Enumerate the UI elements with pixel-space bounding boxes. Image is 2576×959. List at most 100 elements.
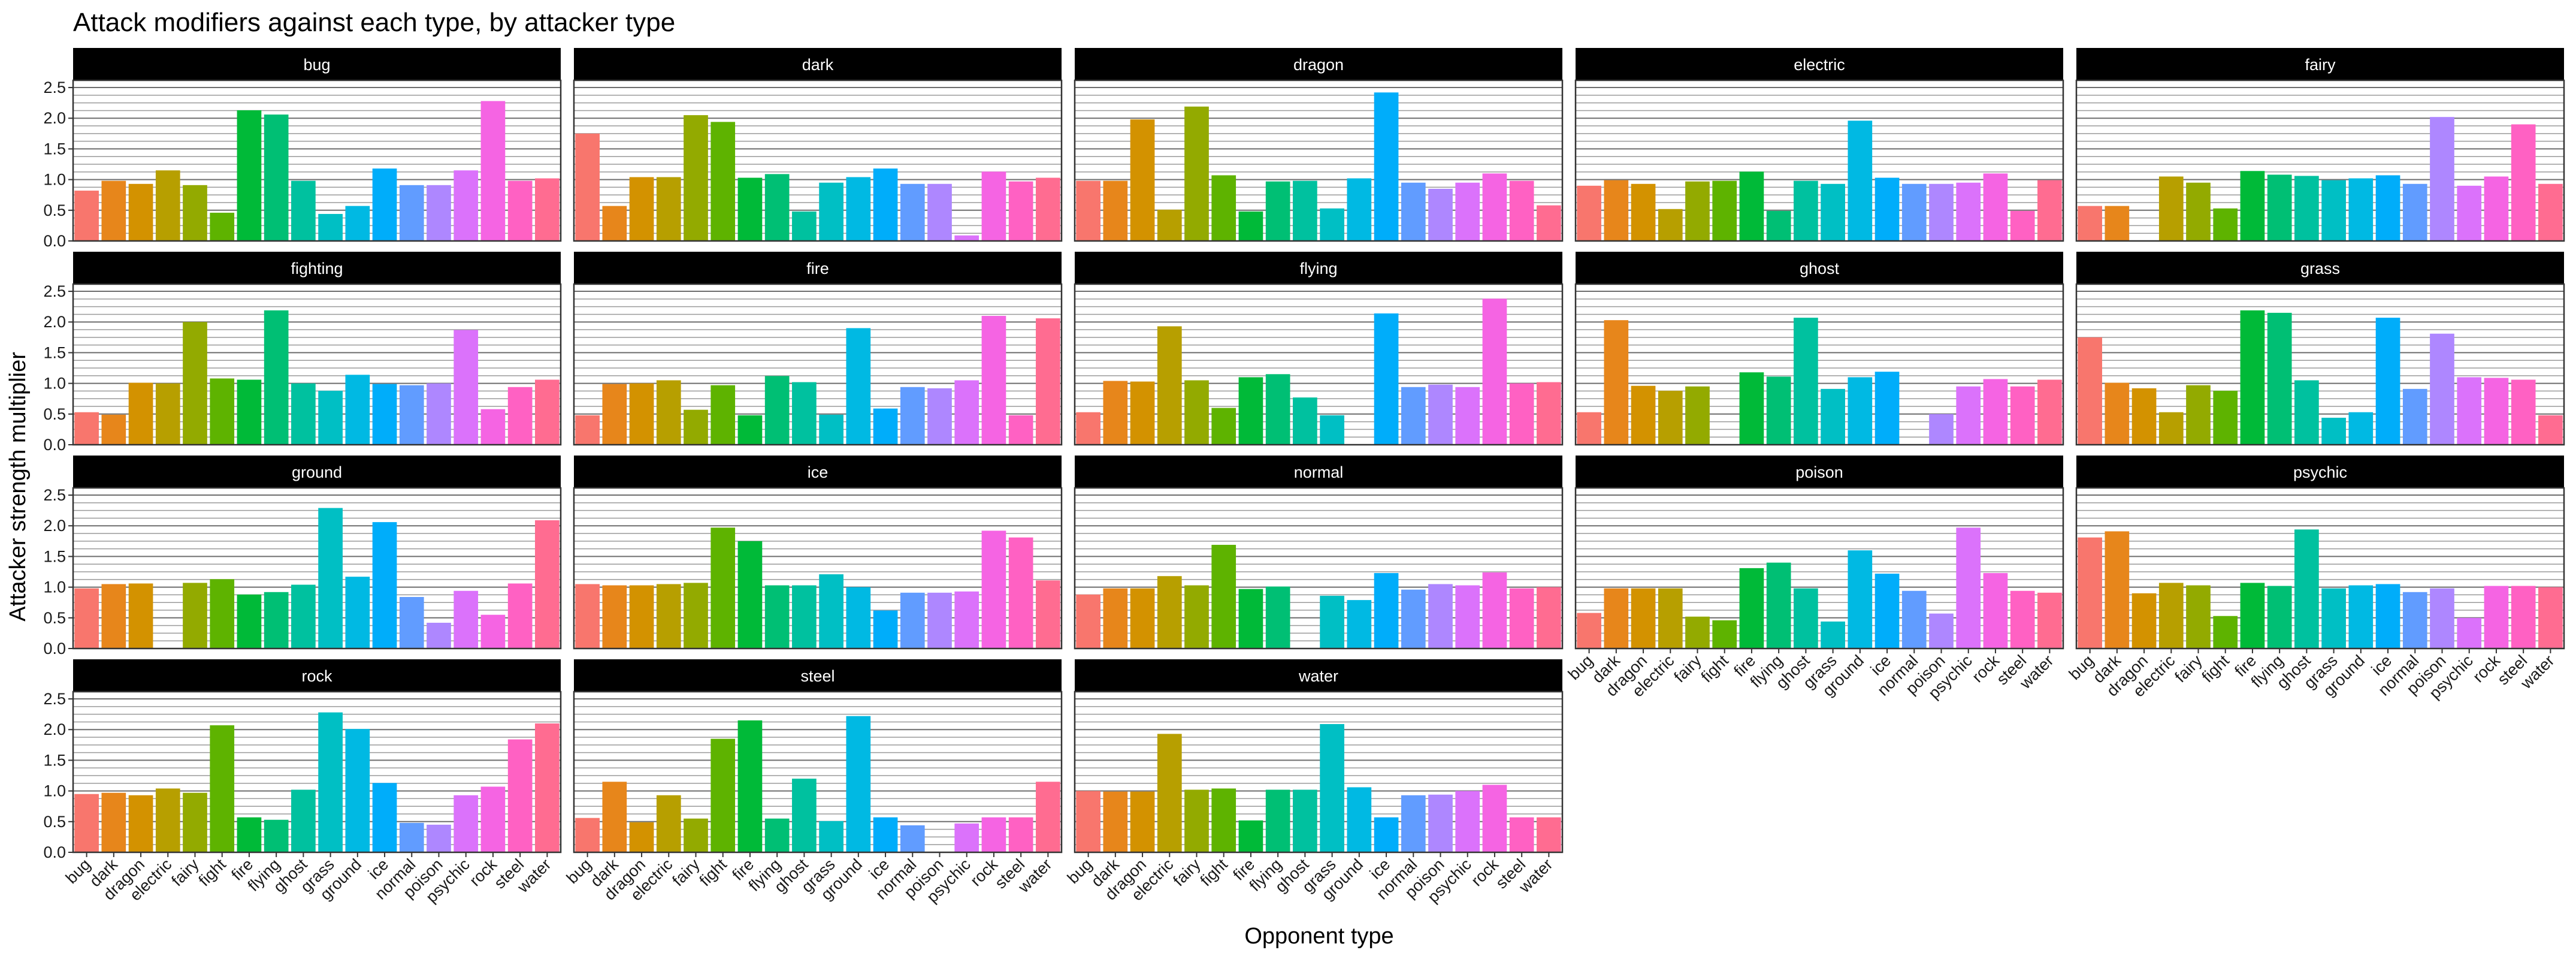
y-tick-label: 1.0 [43,171,66,189]
bar-fairy-vs-ice [2375,175,2400,241]
bar-fire-vs-grass [819,414,843,445]
bar-grass-vs-ground [2348,412,2374,445]
bar-psychic-vs-rock [2484,586,2509,649]
bar-grass-vs-electric [2158,412,2184,445]
bar-fire-vs-fairy [684,409,708,445]
bar-steel-vs-electric [656,795,681,852]
y-tick-label: 2.0 [43,109,66,127]
bar-fairy-vs-grass [2321,180,2346,241]
bar-dragon-vs-flying [1265,181,1290,241]
bar-water-vs-psychic [1455,791,1480,852]
bar-ghost-vs-ghost [1794,318,1818,445]
facet-strip-label: rock [301,667,332,685]
bar-poison-vs-fight [1712,620,1737,649]
facet-fighting: fighting 0.0 0.5 1.0 1.5 2.0 2.5 [43,252,562,454]
x-tick-label: fight [696,855,731,890]
bar-fairy-vs-steel [2511,124,2536,241]
bar-poison-vs-rock [1983,573,2008,649]
bar-flying-vs-fight [1211,408,1236,445]
panel-border [573,690,1063,854]
facet-strip [1576,48,2063,80]
bar-ice-vs-fire [737,541,763,649]
facet-strip-label: fairy [2305,56,2336,74]
facet-water: waterbugdarkdragonelectricfairyfightfire… [1064,659,1564,906]
bar-rock-vs-ice [372,783,397,852]
bar-fire-vs-ice [873,408,898,445]
bar-steel-vs-fire [737,720,763,852]
bar-fairy-vs-rock [2484,176,2509,241]
bar-water-vs-rock [1482,785,1507,852]
bar-grass-vs-ghost [2294,380,2319,445]
y-tick-label: 0.5 [43,405,66,423]
y-tick-label: 2.0 [43,720,66,738]
bar-fighting-vs-normal [399,385,424,445]
bar-fire-vs-ground [846,328,871,445]
bar-ghost-vs-fire [1739,372,1764,445]
panel-border [1574,79,2064,242]
panel-border [1074,79,1564,242]
bar-fairy-vs-fire [2240,171,2265,241]
bar-ghost-vs-dragon [1631,385,1656,445]
facet-strip-label: flying [1299,260,1337,278]
bar-poison-vs-normal [1901,590,1927,649]
bar-psychic-vs-steel [2511,586,2536,649]
bar-water-vs-ghost [1293,789,1317,852]
bar-water-vs-poison [1428,794,1453,852]
facet-strip-label: ice [808,463,829,481]
facet-psychic: psychicbugdarkdragonelectricfairyfightfi… [2066,456,2565,702]
bar-normal-vs-bug [1076,594,1100,649]
x-tick-label: bug [2066,652,2097,683]
bar-water-vs-electric [1157,734,1182,852]
bar-fighting-vs-dark [101,414,126,445]
bar-rock-vs-fight [210,725,235,852]
bar-ghost-vs-psychic [1956,386,1981,445]
bar-ground-vs-psychic [453,590,479,649]
bar-steel-vs-steel [1008,817,1033,852]
panel-border [72,690,562,854]
bar-electric-vs-fire [1739,171,1764,241]
bar-grass-vs-dark [2105,382,2130,445]
bar-ground-vs-normal [399,597,424,649]
bar-dragon-vs-normal [1401,182,1426,241]
facet-strip-label: dark [802,56,834,74]
bar-normal-vs-fight [1211,544,1236,649]
y-tick-label: 2.5 [43,486,66,504]
bar-ice-vs-fight [710,527,736,649]
bar-poison-vs-grass [1821,621,1845,649]
bar-ground-vs-fire [237,594,262,649]
bar-rock-vs-dark [101,792,126,852]
bar-grass-vs-dragon [2131,388,2157,445]
bar-flying-vs-psychic [1455,387,1480,445]
bar-poison-vs-dark [1604,588,1629,649]
bar-bug-vs-fairy [183,185,207,241]
bar-rock-vs-psychic [453,795,479,852]
x-tick-label: fight [1698,652,1733,686]
bar-electric-vs-ghost [1794,180,1818,241]
x-tick-label: fairy [1670,652,1705,686]
bar-fighting-vs-poison [427,383,451,445]
bar-psychic-vs-normal [2402,592,2427,649]
bar-fire-vs-water [1036,318,1060,445]
panel-border [72,283,562,446]
bar-poison-vs-steel [2010,590,2035,649]
bar-rock-vs-dragon [128,795,153,852]
bar-fairy-vs-fight [2213,208,2238,241]
bar-rock-vs-normal [399,822,424,852]
bar-ghost-vs-fairy [1685,386,1710,445]
bar-flying-vs-steel [1509,383,1534,445]
facet-strip [2076,48,2564,80]
bar-flying-vs-grass [1320,415,1344,445]
facet-strip-label: fighting [291,260,343,278]
bar-steel-vs-bug [575,818,600,852]
bar-ice-vs-flying [764,585,790,649]
bar-bug-vs-psychic [453,170,479,241]
bar-dragon-vs-fairy [1184,106,1209,241]
y-tick-label: 1.5 [43,140,66,158]
bar-fire-vs-dragon [629,383,654,445]
y-tick-label: 0.5 [43,201,66,219]
bar-rock-vs-ground [345,729,370,852]
bar-ice-vs-ice [873,610,898,649]
facet-strip [2076,252,2564,284]
